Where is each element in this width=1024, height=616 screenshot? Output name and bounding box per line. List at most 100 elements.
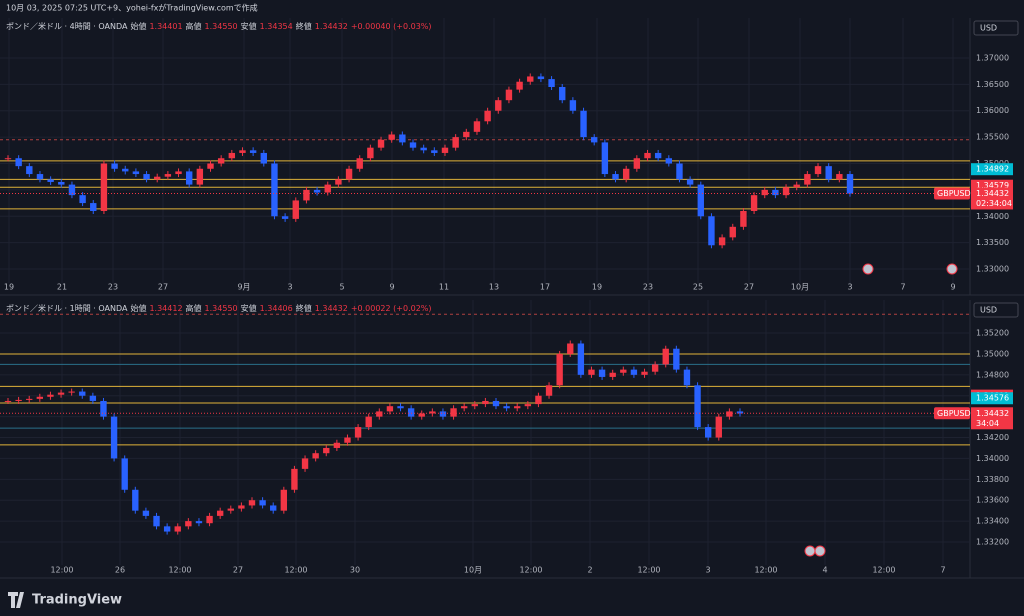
candle bbox=[367, 147, 374, 159]
candle bbox=[537, 76, 545, 80]
candle bbox=[15, 399, 22, 401]
candle bbox=[567, 343, 574, 354]
candle bbox=[388, 134, 395, 140]
legend: ポンド／米ドル · 1時間 · OANDA 始値 1.34412 高値 1.34550 安… bbox=[6, 303, 432, 313]
candle bbox=[365, 416, 372, 428]
candle bbox=[418, 413, 425, 417]
candle bbox=[324, 184, 331, 193]
candle bbox=[729, 226, 736, 238]
candle bbox=[174, 526, 181, 532]
legend-item: 1.34406 bbox=[260, 304, 293, 313]
candle bbox=[492, 400, 500, 407]
legend-item: 1.34432 bbox=[315, 22, 348, 31]
candle bbox=[270, 505, 277, 511]
price-tag bbox=[971, 407, 1013, 430]
candle bbox=[175, 171, 182, 175]
candle bbox=[505, 89, 513, 101]
footer bbox=[0, 580, 1024, 616]
candle bbox=[825, 166, 832, 180]
candle bbox=[598, 369, 606, 377]
candle bbox=[694, 385, 701, 428]
candle bbox=[154, 176, 161, 180]
y-tick-label: 1.36000 bbox=[976, 106, 1009, 115]
candle bbox=[57, 392, 65, 395]
candle bbox=[761, 189, 768, 196]
candle bbox=[344, 437, 351, 443]
legend-item: 1.34354 bbox=[260, 22, 293, 31]
y-tick-label: 1.33600 bbox=[976, 496, 1009, 505]
candle bbox=[471, 404, 478, 407]
candle bbox=[750, 195, 758, 211]
x-tick-label: 26 bbox=[115, 566, 125, 575]
x-tick-label: 12:00 bbox=[50, 566, 73, 575]
candle bbox=[407, 408, 415, 417]
candle bbox=[132, 171, 140, 175]
candle bbox=[164, 174, 172, 177]
candle bbox=[15, 158, 22, 167]
candle bbox=[569, 100, 577, 111]
currency-box bbox=[973, 302, 1019, 318]
candle bbox=[345, 168, 353, 180]
candle bbox=[793, 184, 800, 188]
x-tick-label: 21 bbox=[57, 283, 67, 292]
candle bbox=[718, 237, 726, 246]
x-tick-label: 19 bbox=[4, 283, 14, 292]
candle bbox=[641, 371, 648, 375]
x-tick-label: 19 bbox=[592, 283, 602, 292]
candle bbox=[303, 189, 310, 201]
price-tag bbox=[971, 187, 1013, 210]
candle bbox=[548, 79, 555, 87]
candle bbox=[249, 150, 257, 153]
x-tick-label: 30 bbox=[350, 566, 360, 575]
candle bbox=[559, 86, 566, 101]
candle bbox=[676, 163, 683, 180]
candle bbox=[377, 139, 385, 148]
y-tick-label: 1.34000 bbox=[976, 454, 1009, 463]
legend-item: ポンド／米ドル · 1時間 · OANDA bbox=[6, 303, 128, 313]
y-tick-label: 1.33800 bbox=[976, 475, 1009, 484]
candle bbox=[429, 411, 436, 414]
x-tick-label: 12:00 bbox=[872, 566, 895, 575]
x-tick-label: 4 bbox=[822, 566, 827, 575]
y-tick-label: 1.34000 bbox=[976, 212, 1009, 221]
x-tick-label: 2 bbox=[587, 566, 592, 575]
candle bbox=[26, 398, 33, 400]
candle bbox=[409, 142, 417, 148]
candle bbox=[622, 168, 630, 180]
candle bbox=[431, 150, 438, 153]
candle bbox=[399, 134, 406, 143]
candle bbox=[47, 179, 54, 182]
candle bbox=[651, 364, 659, 372]
candle bbox=[609, 372, 616, 377]
y-tick-label: 1.33500 bbox=[976, 238, 1009, 247]
candle bbox=[292, 200, 299, 219]
candle bbox=[386, 406, 394, 412]
y-tick-label: 1.34800 bbox=[976, 370, 1009, 379]
x-tick-label: 12:00 bbox=[519, 566, 542, 575]
x-tick-label: 9 bbox=[389, 283, 394, 292]
candle bbox=[280, 489, 288, 511]
x-tick-label: 12:00 bbox=[284, 566, 307, 575]
candle bbox=[420, 147, 427, 151]
x-tick-label: 7 bbox=[940, 566, 945, 575]
x-tick-label: 3 bbox=[705, 566, 710, 575]
candle bbox=[4, 158, 12, 160]
candle bbox=[473, 121, 481, 132]
legend-item: 1.34550 bbox=[205, 22, 238, 31]
candle bbox=[90, 203, 97, 211]
candle bbox=[633, 158, 641, 169]
symbol-tag bbox=[934, 187, 970, 200]
y-tick-label: 1.33200 bbox=[976, 538, 1009, 547]
candle bbox=[79, 195, 86, 204]
x-tick-label: 12:00 bbox=[168, 566, 191, 575]
candle bbox=[79, 391, 86, 396]
candle bbox=[482, 400, 489, 405]
candle bbox=[335, 179, 342, 185]
x-tick-label: 12:00 bbox=[754, 566, 777, 575]
y-tick-label: 1.36500 bbox=[976, 80, 1009, 89]
price-tag-label: 1.34579 bbox=[976, 181, 1009, 190]
candle bbox=[356, 158, 363, 169]
candle bbox=[601, 142, 609, 175]
x-tick-label: 27 bbox=[744, 283, 754, 292]
x-tick-label: 23 bbox=[643, 283, 653, 292]
